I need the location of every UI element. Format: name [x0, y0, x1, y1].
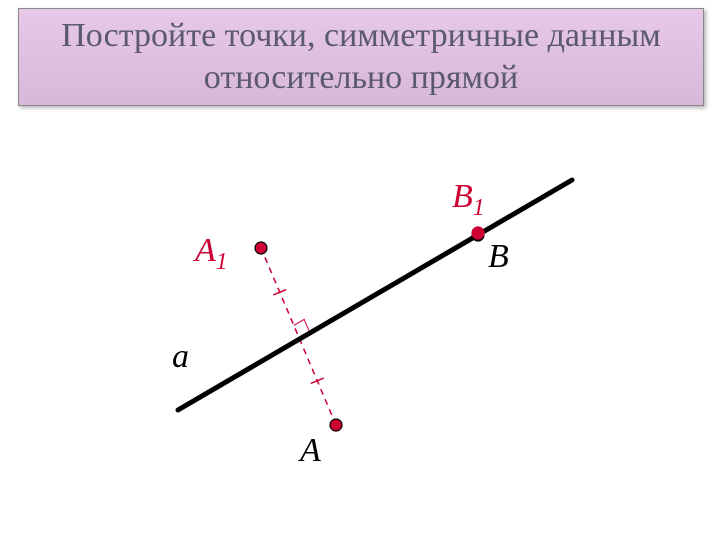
geometry-diagram: [0, 0, 720, 540]
label-B: В: [488, 238, 509, 276]
label-a: а: [172, 338, 189, 376]
label-B1: В1: [452, 178, 485, 222]
label-A: А: [300, 432, 321, 470]
label-A1: А1: [195, 232, 228, 276]
